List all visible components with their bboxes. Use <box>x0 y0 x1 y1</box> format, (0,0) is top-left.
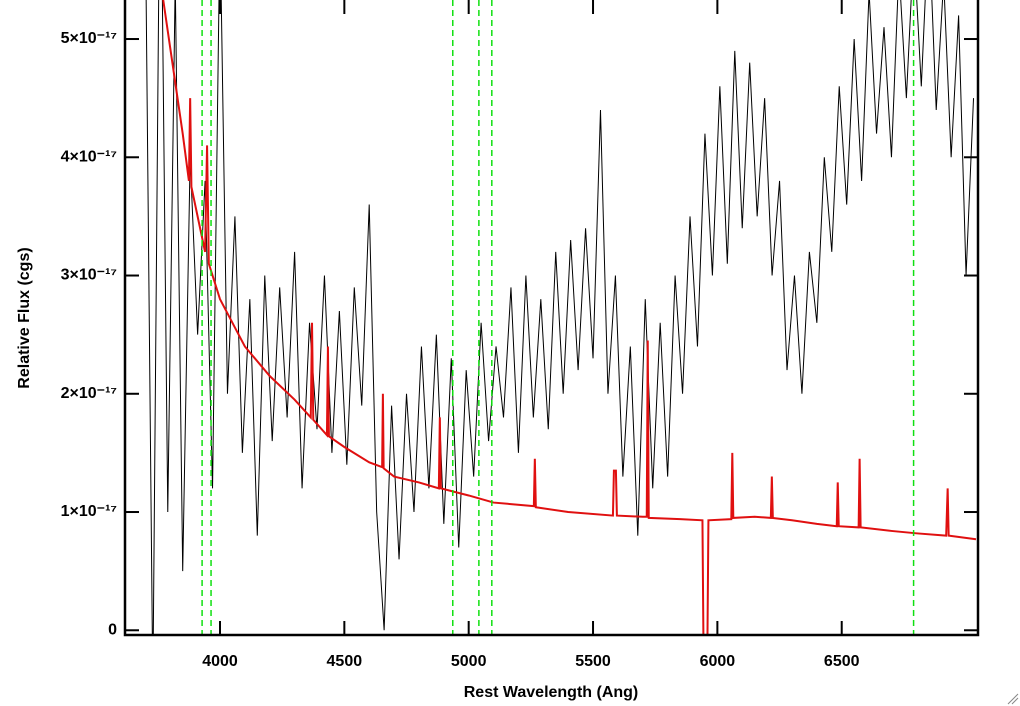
y-tick-label: 0 <box>108 621 117 638</box>
x-tick-label: 6500 <box>824 653 860 670</box>
y-tick-label: 5×10⁻¹⁷ <box>61 30 117 47</box>
x-tick-label: 5500 <box>575 653 611 670</box>
spectrum-line <box>145 0 975 635</box>
y-tick-label: 2×10⁻¹⁷ <box>61 385 117 402</box>
x-tick-label: 4500 <box>327 653 363 670</box>
plot-area <box>145 0 977 635</box>
resize-handle <box>1007 693 1019 705</box>
x-axis-label: Rest Wavelength (Ang) <box>464 684 639 701</box>
y-tick-label: 4×10⁻¹⁷ <box>61 148 117 165</box>
spectrum-line <box>162 0 977 635</box>
x-tick-label: 5000 <box>451 653 487 670</box>
y-tick-label: 1×10⁻¹⁷ <box>61 503 117 520</box>
y-tick-label: 3×10⁻¹⁷ <box>61 267 117 284</box>
y-axis-label: Relative Flux (cgs) <box>16 247 33 388</box>
x-tick-label: 6000 <box>700 653 736 670</box>
plot-frame <box>123 0 980 637</box>
axes: 4000 4500 5000 5500 6000 6500 0 1×10⁻¹⁷ 2×10⁻¹⁷ 3… <box>61 0 978 670</box>
x-tick-label: 4000 <box>202 653 238 670</box>
